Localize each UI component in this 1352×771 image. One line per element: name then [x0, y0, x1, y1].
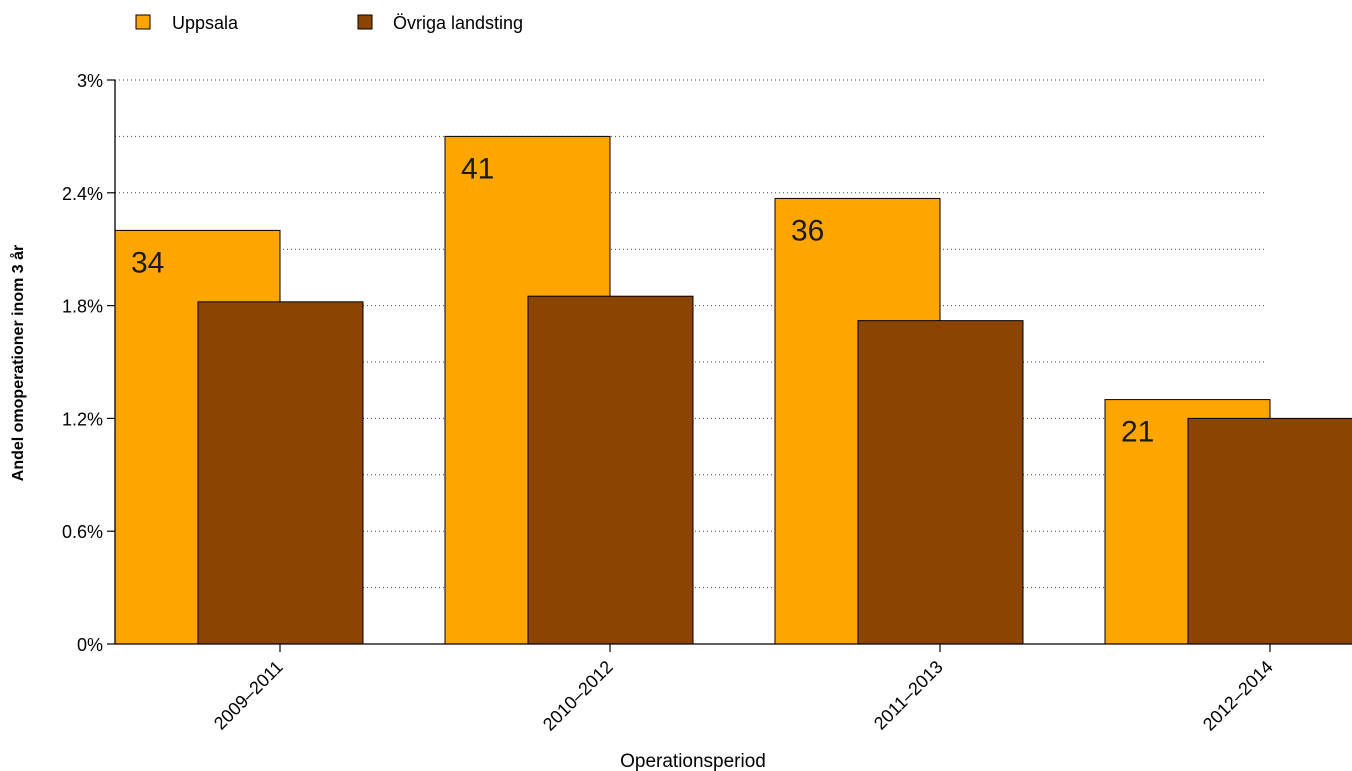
y-axis-title: Andel omoperationer inom 3 år — [9, 245, 27, 481]
y-tick-label: 3% — [77, 71, 103, 91]
bar-ovriga-landsting — [197, 301, 364, 645]
y-axis-ticks: 0% 0.6% 1.2% 1.8% 2.4% 3% — [62, 71, 115, 655]
bar-ovriga-landsting — [857, 320, 1024, 645]
bar-ovriga-landsting — [527, 295, 694, 645]
y-tick-label: 2.4% — [62, 184, 103, 204]
x-tick-label: 2012–2014 — [1199, 657, 1277, 735]
y-tick-label: 1.2% — [62, 409, 103, 429]
legend: Uppsala Övriga landsting — [135, 13, 523, 33]
legend-label-uppsala: Uppsala — [172, 13, 239, 33]
bar-ovriga-landsting — [1187, 417, 1352, 645]
x-axis-title: Operationsperiod — [620, 751, 766, 771]
y-tick-label: 0.6% — [62, 522, 103, 542]
count-label: 34 — [131, 246, 164, 279]
x-tick-label: 2009–2011 — [210, 657, 287, 734]
y-tick-label: 0% — [77, 635, 103, 655]
legend-swatch-uppsala — [135, 14, 151, 30]
x-tick-label: 2011–2013 — [870, 657, 947, 734]
y-tick-label: 1.8% — [62, 297, 103, 317]
axes — [114, 80, 1352, 645]
count-label: 41 — [461, 152, 494, 185]
count-label: 21 — [1121, 416, 1154, 449]
legend-label-ovriga: Övriga landsting — [393, 13, 523, 33]
bars: 34 41 36 21 — [114, 135, 1352, 645]
x-tick-label: 2010–2012 — [539, 657, 617, 735]
count-label: 36 — [791, 214, 824, 247]
x-axis-ticks: 2009–2011 2010–2012 2011–2013 2012–2014 — [210, 644, 1277, 735]
legend-swatch-ovriga — [357, 14, 373, 30]
